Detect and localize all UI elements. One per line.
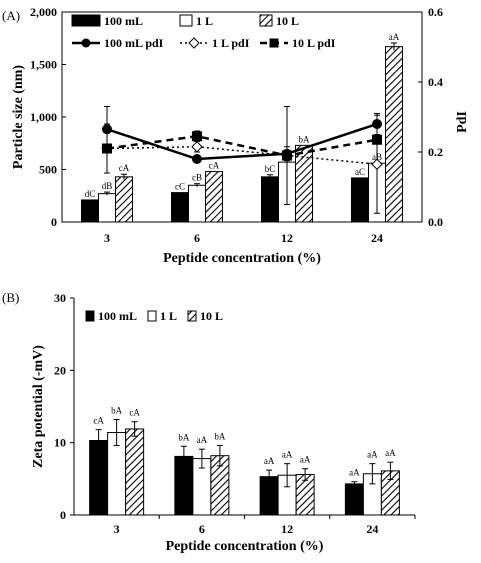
bar-letter-label: bC	[265, 164, 276, 174]
bar-letter-label: aA	[349, 468, 360, 478]
bar-letter-label: aC	[355, 167, 365, 177]
y-right-tick-label: 0.0	[428, 215, 443, 229]
legend-swatch	[179, 14, 193, 27]
bar	[171, 192, 189, 223]
pdi-marker-diamond	[191, 141, 203, 153]
bar	[261, 176, 279, 223]
x-tick-label: 24	[371, 231, 383, 245]
y-tick-label: 10	[54, 436, 66, 450]
legend-label: 1 L	[196, 14, 213, 28]
bar	[205, 171, 223, 223]
x-axis-label: Peptide concentration (%)	[166, 539, 324, 554]
x-tick-label: 12	[281, 522, 293, 536]
y-tick-label: 0	[60, 508, 66, 522]
panel-b: (B) 0 10 20 30 3 6 12 24 Peptide concentration (%…	[2, 290, 416, 554]
y-axis-label: Zeta potential (-mV)	[31, 345, 46, 468]
y-right-tick-label: 0.6	[428, 5, 443, 19]
x-tick-label: 24	[366, 522, 378, 536]
legend-label: 10 L pdI	[292, 36, 336, 50]
legend-swatch	[147, 310, 157, 322]
y-tick-label: 500	[39, 163, 57, 177]
legend-swatch	[259, 14, 273, 27]
bar-letter-label: aA	[367, 450, 378, 460]
x-tick-label: 12	[281, 231, 293, 245]
bar-letter-label: cA	[209, 161, 220, 171]
pdi-marker-square	[192, 131, 202, 142]
pdi-line	[106, 145, 378, 165]
legend-marker-square	[269, 38, 279, 48]
y-right-axis-label: PdI	[455, 111, 470, 133]
x-tick-label: 6	[194, 231, 200, 245]
y-tick-label: 0	[51, 215, 57, 229]
bar	[125, 428, 145, 516]
y-tick-label: 1,500	[30, 58, 57, 72]
bar-letter-label: cA	[119, 163, 130, 173]
bar-letter-label: cA	[93, 416, 104, 426]
y-tick-label: 30	[54, 291, 66, 305]
bar-letter-label: bA	[299, 134, 311, 144]
bar-letter-label: aA	[282, 450, 293, 460]
pdi-marker-diamond	[371, 158, 383, 170]
bar-letter-label: aA	[197, 435, 208, 445]
bar	[385, 46, 403, 223]
y-tick-label: 2,000	[30, 5, 57, 19]
bar-letter-label: bA	[178, 432, 190, 442]
bar-letter-label: cA	[129, 408, 140, 418]
pdi-line	[106, 122, 378, 161]
y-tick-label: 20	[54, 363, 66, 377]
x-axis-label: Peptide concentration (%)	[163, 251, 321, 266]
panel-label: (A)	[2, 8, 20, 23]
legend-swatch	[187, 310, 197, 322]
y-right-tick-label: 0.2	[428, 145, 443, 159]
legend-label: 1 L pdI	[212, 36, 250, 50]
x-tick-label: 3	[114, 522, 120, 536]
legend-swatch	[71, 14, 101, 27]
bar-letter-label: bA	[111, 406, 123, 416]
legend-label: 100 mL pdI	[104, 36, 164, 50]
legend-label: 1 L	[160, 309, 177, 323]
legend-label: 100 mL	[98, 309, 137, 323]
pdi-marker-square	[282, 150, 292, 161]
bar-letter-label: cC	[175, 182, 185, 192]
pdi-marker-square	[372, 134, 382, 145]
bar-letter-label: bA	[214, 432, 226, 442]
panel-a: (A) 0 500 1,000 1,500 2,000 0.0 0.2 0.4 0.6 3 6 12 24…	[2, 5, 470, 266]
legend-swatch	[85, 310, 95, 322]
bar	[351, 177, 369, 223]
bar	[115, 176, 133, 223]
bar	[188, 184, 206, 223]
pdi-marker-square	[102, 143, 112, 154]
legend-label: 10 L	[200, 309, 223, 323]
pdi-marker-circle	[192, 154, 202, 164]
bar	[81, 199, 99, 223]
bar-letter-label: aA	[389, 32, 400, 42]
y-right-tick-label: 0.4	[428, 75, 443, 89]
y-axis-label: Particle size (nm)	[11, 65, 26, 170]
panel-label: (B)	[2, 290, 19, 305]
bar	[295, 144, 313, 223]
bar-letter-label: cB	[192, 173, 202, 183]
legend-marker-circle	[81, 38, 91, 48]
bar-letter-label: dB	[102, 181, 113, 191]
x-tick-label: 3	[104, 231, 110, 245]
pdi-line	[106, 134, 378, 157]
y-tick-label: 1,000	[30, 110, 57, 124]
x-tick-label: 6	[199, 522, 205, 536]
bar	[98, 193, 116, 223]
bar-letter-label: dC	[85, 189, 96, 199]
legend-label: 100 mL	[104, 14, 143, 28]
bar-letter-label: aA	[264, 456, 275, 466]
legend-marker-diamond	[188, 37, 200, 49]
bar-letter-label: aA	[385, 448, 396, 458]
legend-label: 10 L	[276, 14, 299, 28]
bar-letter-label: aA	[300, 455, 311, 465]
bar	[344, 483, 364, 516]
